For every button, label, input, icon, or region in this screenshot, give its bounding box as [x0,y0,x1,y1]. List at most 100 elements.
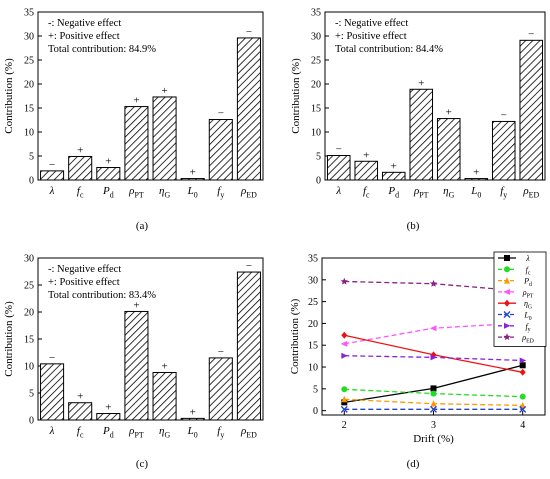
x-tick-label: ρED [240,185,257,199]
plot-frame [37,11,264,181]
y-tick-label: 0 [313,406,318,417]
y-tick-label: 25 [24,56,34,67]
y-axis-label: Contribution (%) [290,58,302,134]
bar-4 [152,371,177,421]
data-point [341,395,348,403]
marker-stroke [430,405,437,413]
panel-c: (c) -: Negative effect +: Positive effec… [3,254,264,470]
effect-sign: + [391,160,397,172]
x-tick-label: ρPT [413,185,429,199]
total-contribution: Total contribution: 84.4% [335,44,443,55]
y-tick-label: 25 [24,281,34,292]
data-point [340,340,348,347]
marker-stroke [503,311,511,318]
legend-marker [504,322,511,329]
legend-marker [503,333,511,341]
data-point [519,362,526,369]
bar-7 [236,271,261,421]
x-tick-label: ηG [159,425,170,439]
y-tick-label: 0 [316,176,321,187]
x-tick-label: fy [217,185,224,199]
y-tick-label: 20 [24,80,34,91]
data-point [341,331,348,339]
y-tick-label: 10 [24,128,34,139]
y-tick-label: 25 [308,297,318,308]
panel-a: (a) -: Negative effect +: Positive effec… [3,8,264,232]
y-tick-label: 5 [313,384,318,395]
x-tick-label: fy [217,425,224,439]
y-tick-label: 0 [29,416,34,427]
total-contribution: Total contribution: 83.4% [48,290,156,301]
effect-sign: + [190,406,196,418]
y-tick-label: 35 [308,254,318,265]
y-tick-label: 35 [311,8,321,19]
bar-1 [354,160,379,181]
data-point [430,354,437,361]
legend-label: ρED [521,333,534,344]
data-point [519,405,527,413]
legend-label: fy [525,322,530,333]
effect-sign: + [133,299,139,311]
effect-sign: − [528,28,534,40]
x-tick-label: ρPT [128,185,144,199]
data-point [341,386,348,393]
legend-label: λ [525,254,530,263]
x-tick-label: Pd [102,185,114,199]
data-point [519,401,526,409]
legend-marker [504,277,510,284]
legend-note-negative: -: Negative effect [48,18,121,29]
effect-sign: − [246,260,252,272]
bar-1 [68,155,93,181]
data-point [430,405,437,413]
y-tick-label: 5 [29,389,34,400]
y-tick-label: 10 [311,128,321,139]
x-tick-label: ρED [240,425,257,439]
y-tick-label: 20 [24,308,34,319]
x-tick-label: L0 [187,425,198,439]
plot-frame [324,11,546,181]
y-tick-label: 35 [24,8,34,19]
x-axis-label: Drift (%) [413,433,454,445]
x-tick-label: ρPT [128,425,144,439]
data-point [519,393,526,400]
legend-label: ρPT [522,288,534,299]
effect-sign: + [363,149,369,161]
data-point [340,277,348,285]
y-tick-label: 10 [308,363,318,374]
y-tick-label: 5 [316,152,321,163]
bar-2 [96,167,121,181]
data-point [519,368,526,376]
y-tick-label: 5 [29,152,34,163]
data-point [430,390,437,397]
legend-note-negative: -: Negative effect [48,264,121,275]
effect-sign: + [418,77,424,89]
y-tick-label: 30 [24,254,34,265]
legend-label: ηG [524,299,532,310]
legend-note-negative: -: Negative effect [335,18,408,29]
effect-sign: − [246,26,252,38]
y-tick-label: 10 [24,362,34,373]
y-tick-label: 0 [29,176,34,187]
effect-sign: + [133,95,139,107]
marker-stroke [519,405,527,413]
legend-marker [504,266,510,273]
effect-sign: − [336,144,342,156]
x-tick-label: fc [77,425,84,439]
bar-6 [208,357,233,421]
y-tick-label: 15 [308,341,318,352]
effect-sign: − [218,108,224,120]
y-axis-label: Contribution (%) [3,58,15,134]
marker-stroke [340,405,348,413]
x-tick-label: 4 [520,420,525,431]
data-point [340,405,348,413]
y-tick-label: 15 [24,104,34,115]
data-point [341,352,348,359]
panel-d: (d) 0 5 10 15 20 25 30 35 2 3 4 Contribution (%) Dri… [289,251,547,470]
panel-label: (b) [407,220,420,232]
data-point [341,399,348,406]
effect-sign: + [105,402,111,414]
series-5 [340,405,527,413]
x-tick-label: 3 [431,420,436,431]
y-tick-label: 30 [311,32,321,43]
